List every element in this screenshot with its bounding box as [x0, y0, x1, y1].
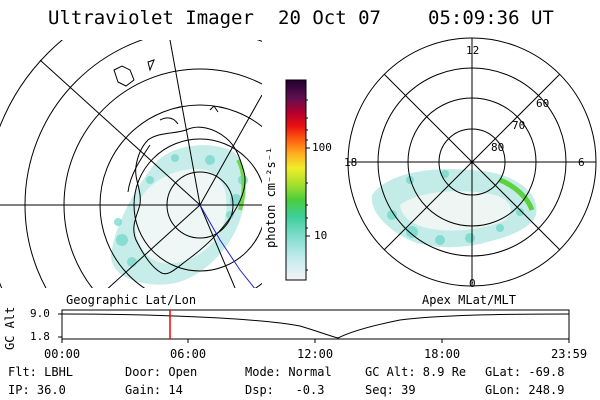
altitude-ytick-9: 9.0	[30, 307, 50, 320]
mlt-label-6: 6	[578, 156, 585, 169]
continent-outline	[133, 126, 246, 275]
altitude-curve	[61, 313, 570, 339]
altitude-plot	[58, 309, 570, 343]
altitude-axis-label: GC Alt	[3, 306, 17, 350]
mlat-label-70: 70	[512, 119, 526, 132]
colorbar-tick-100: 100	[312, 141, 332, 154]
time-tick-0600: 06:00	[170, 347, 207, 361]
time-label: 05:09:36 UT	[428, 7, 554, 29]
altitude-ytick-1-8: 1.8	[30, 330, 50, 343]
status-door: Door: Open	[125, 365, 198, 379]
time-tick-1200: 12:00	[297, 347, 334, 361]
status-seq: Seq: 39	[365, 383, 416, 397]
time-tick-2359: 23:59	[551, 347, 588, 361]
mlt-label-12: 12	[466, 44, 480, 57]
status-filter: Flt: LBHL	[8, 365, 74, 379]
apex-map	[347, 37, 597, 287]
apex-map-label: Apex MLat/MLT	[422, 293, 516, 307]
status-glon: GLon: 248.9	[485, 383, 565, 397]
mlat-label-60: 60	[536, 97, 550, 110]
time-tick-1800: 18:00	[424, 347, 461, 361]
mlt-label-0: 0	[469, 277, 476, 290]
status-dsp: Dsp: -0.3	[245, 383, 325, 397]
geographic-map	[0, 40, 262, 288]
mlt-label-18: 18	[344, 156, 358, 169]
satellite-track	[199, 204, 256, 288]
instrument-title: Ultraviolet Imager	[48, 7, 254, 29]
geo-map-label: Geographic Lat/Lon	[66, 293, 197, 307]
status-glat: GLat: -69.8	[485, 365, 565, 379]
colorbar	[285, 79, 307, 281]
status-gc-alt: GC Alt: 8.9 Re	[365, 365, 467, 379]
colorbar-tick-10: 10	[314, 229, 328, 242]
colorbar-unit-label: photon cm⁻²s⁻¹	[264, 146, 278, 248]
mlat-label-80: 80	[491, 141, 505, 154]
status-mode: Mode: Normal	[245, 365, 332, 379]
status-gain: Gain: 14	[125, 383, 183, 397]
date-label: 20 Oct 07	[278, 7, 381, 29]
status-ip: IP: 36.0	[8, 383, 66, 397]
time-tick-0000: 00:00	[44, 347, 81, 361]
